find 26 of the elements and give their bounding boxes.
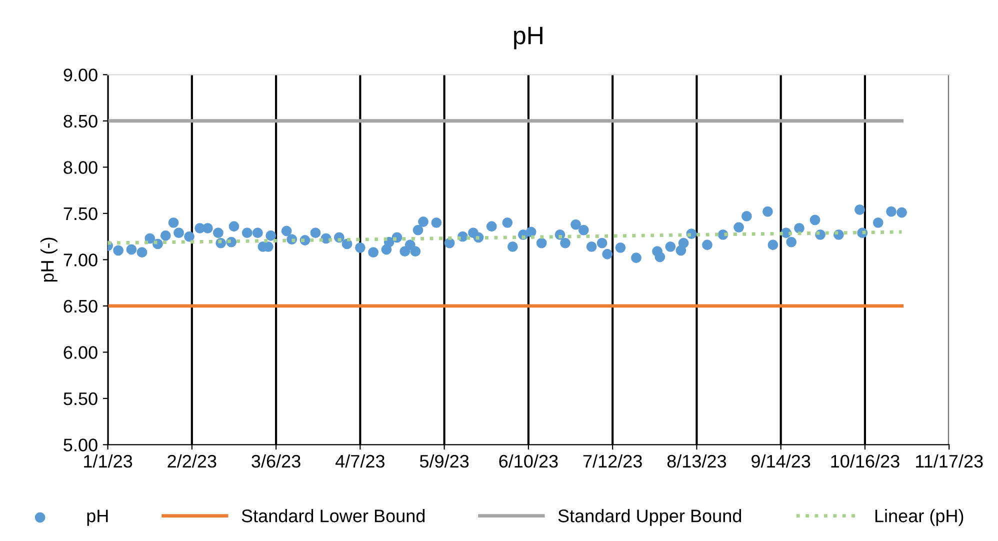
legend-label: Standard Lower Bound: [242, 509, 425, 522]
y-tick-label: 8.50: [64, 114, 98, 128]
legend-label: Linear (pH): [875, 509, 964, 526]
y-tick-label: 7.50: [64, 207, 98, 220]
x-tick-label: 3/6/23: [252, 454, 300, 468]
x-tick-label: 2/2/23: [168, 454, 216, 468]
y-tick-label: 7.00: [64, 254, 98, 266]
x-tick-label: 8/13/23: [667, 454, 726, 468]
x-tick-label: 10/16/23: [831, 454, 900, 468]
legend-label: Standard Upper Bound: [558, 509, 742, 526]
x-tick-label: 1/1/23: [84, 454, 132, 468]
x-tick-label: 11/17/23: [916, 454, 983, 468]
x-tick-label: 6/10/23: [499, 454, 558, 468]
y-tick-label: 6.50: [64, 300, 98, 313]
y-tick-label: 8.00: [64, 161, 98, 174]
x-tick-label: 4/7/23: [335, 454, 384, 468]
y-tick-label: 5.00: [64, 438, 98, 452]
x-tick-label: 9/14/23: [752, 454, 810, 468]
x-tick-label: 5/9/23: [420, 454, 469, 468]
y-tick-label: 5.50: [64, 392, 98, 406]
chart-title: pH: [514, 26, 542, 50]
y-tick-label: 9.00: [64, 68, 98, 82]
y-axis-title: pH (-): [40, 238, 58, 282]
x-tick-label: 7/12/23: [583, 454, 642, 468]
legend-label: pH: [87, 510, 108, 526]
y-tick-label: 6.00: [64, 346, 98, 359]
